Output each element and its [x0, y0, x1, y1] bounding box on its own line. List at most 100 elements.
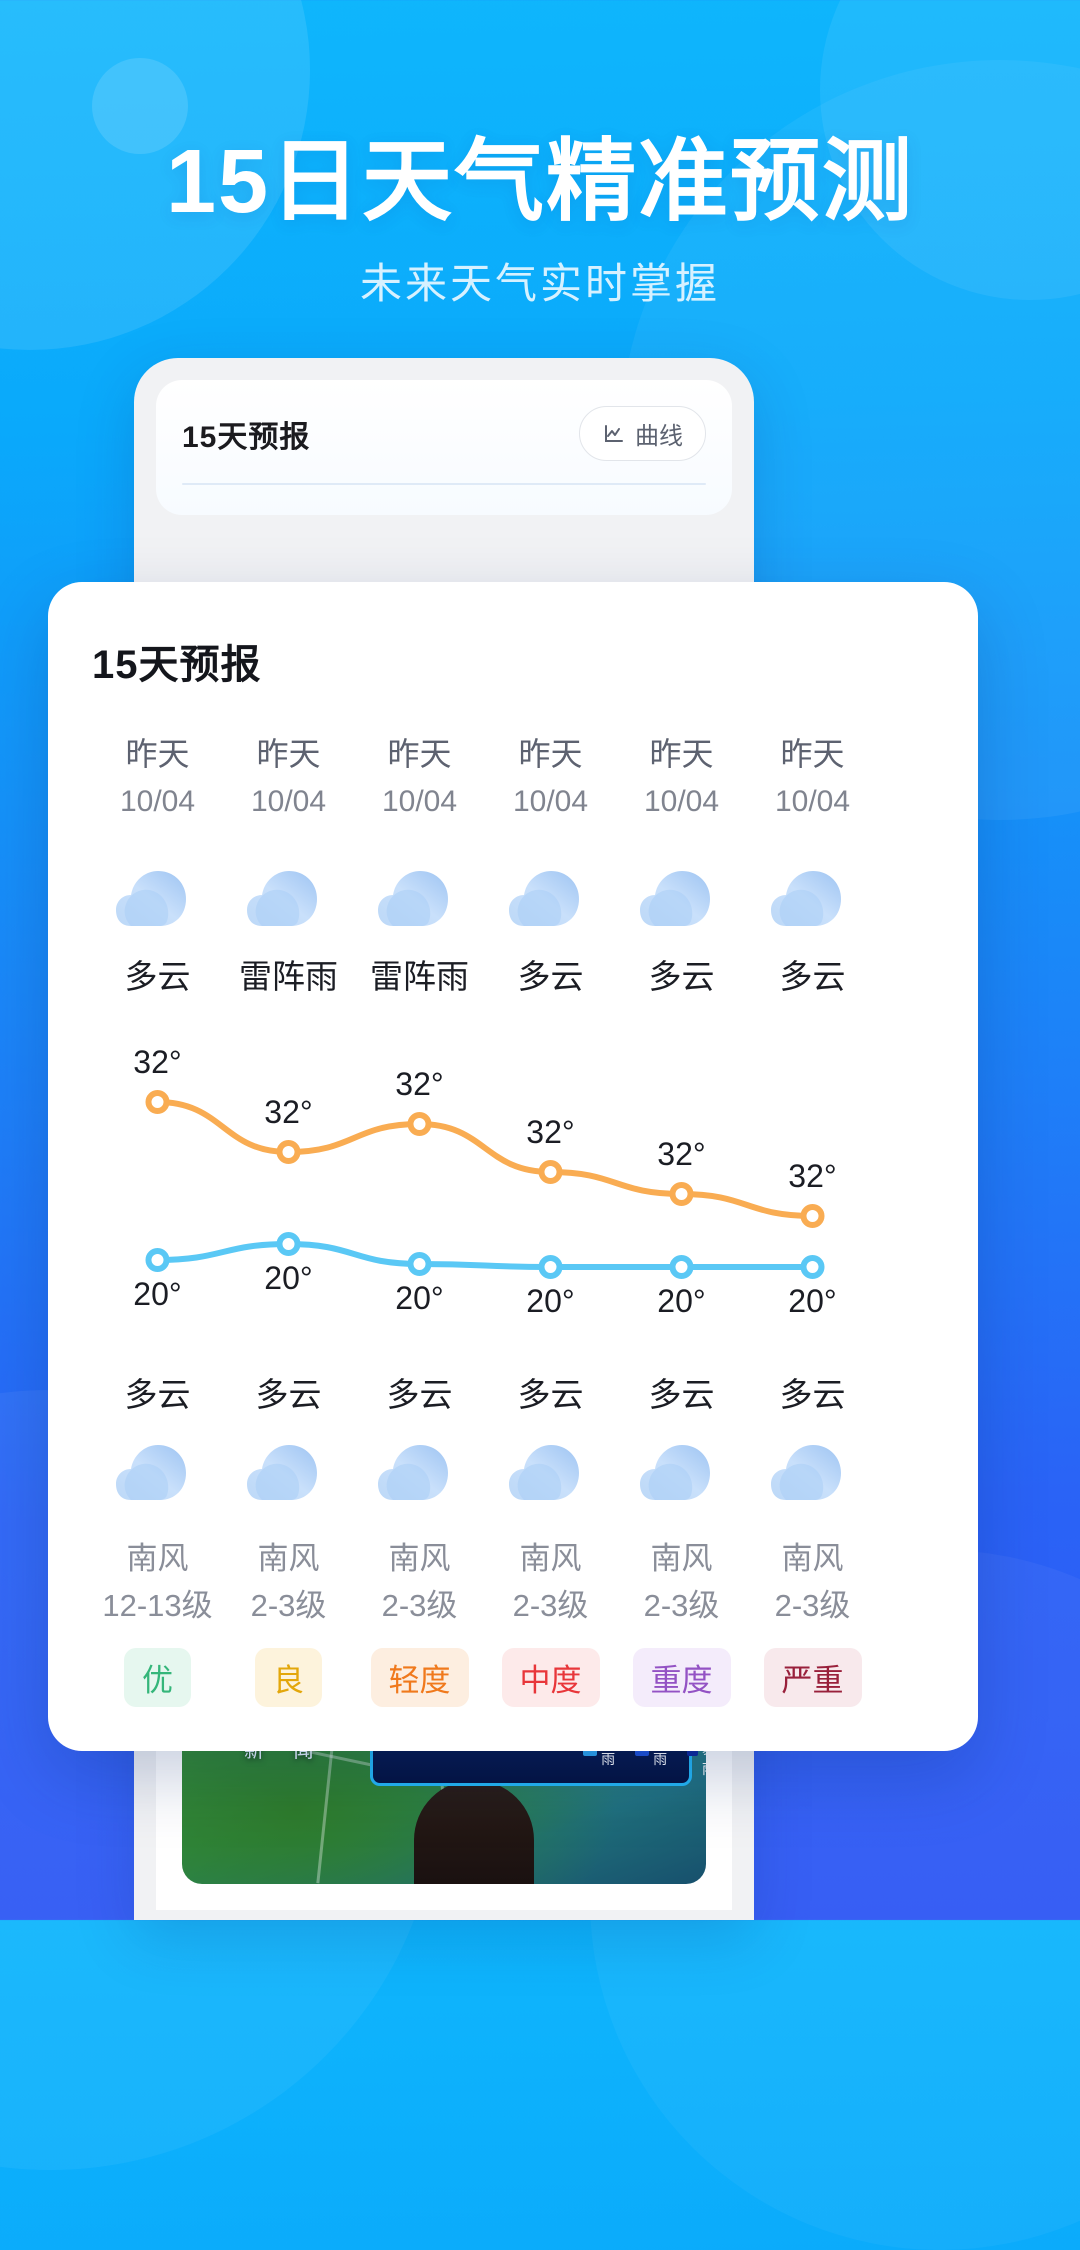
aqi-badge[interactable]: 优: [124, 1647, 191, 1707]
forecast-column-0[interactable]: 昨天 10/04 多云: [92, 734, 223, 998]
thunderstorm-icon-1: [246, 871, 317, 926]
wind-direction-label: 南风: [781, 1541, 844, 1576]
forecast-column-detail-0[interactable]: 多云 南风 12-13级优: [92, 1368, 223, 1707]
forecast-day-label: 昨天: [387, 736, 452, 772]
forecast-header-grid: 昨天 10/04 多云 昨天 10/04 雷阵雨 昨天 10/04 雷阵雨 昨天 10/04 多云 昨天…: [48, 734, 978, 998]
aqi-badge[interactable]: 中度: [501, 1647, 600, 1707]
forecast-column-4[interactable]: 昨天 10/04 多云: [616, 734, 747, 998]
forecast-date-label: 10/04: [774, 785, 851, 818]
partly-cloudy-icon-n5: [770, 1445, 841, 1500]
partly-cloudy-icon-5: [770, 871, 841, 926]
forecast-column-detail-2[interactable]: 多云南风 2-3级轻度: [354, 1368, 485, 1707]
day-condition-label: 多云: [517, 958, 584, 995]
day-condition-label: 雷阵雨: [239, 958, 338, 995]
night-weather-icon-wrap: [223, 1428, 354, 1514]
forecast-column-3[interactable]: 昨天 10/04 多云: [485, 734, 616, 998]
thunderstorm-icon-2: [377, 871, 448, 926]
page-subtitle: 未来天气实时掌握: [359, 259, 720, 307]
forecast-day-label: 昨天: [780, 736, 845, 772]
wind-level-label: 2-3级: [774, 1587, 851, 1623]
hero-section: 15日天气精准预测 未来天气实时掌握: [0, 0, 1080, 311]
high-temp-label: 32°: [788, 1158, 837, 1194]
night-condition-label: 多云: [779, 1376, 846, 1413]
forecast-day-label: 昨天: [518, 736, 583, 772]
partly-cloudy-icon-4: [639, 871, 710, 926]
wind-direction-label: 南风: [257, 1541, 320, 1576]
phone-forecast-card: 15天预报 曲线: [156, 380, 732, 515]
night-condition-label: 多云: [648, 1376, 715, 1413]
low-temp-label: 20°: [264, 1260, 313, 1296]
aqi-badge[interactable]: 重度: [632, 1647, 731, 1707]
day-weather-icon-wrap: [616, 854, 747, 940]
partly-cloudy-icon-0: [115, 871, 186, 926]
day-weather-icon-wrap: [223, 854, 354, 940]
phone-card-title: 15天预报: [182, 420, 311, 454]
aqi-badge[interactable]: 轻度: [370, 1647, 469, 1707]
low-temp-label: 20°: [526, 1283, 575, 1319]
night-weather-icon-wrap: [747, 1428, 878, 1514]
forecast-day-label: 昨天: [125, 736, 190, 772]
high-temp-label: 32°: [133, 1044, 182, 1080]
forecast-column-detail-3[interactable]: 多云南风 2-3级中度: [485, 1368, 616, 1707]
partly-cloudy-icon-n2: [377, 1445, 448, 1500]
partly-cloudy-icon-n1: [246, 1445, 317, 1500]
news-anchor-figure: [414, 1780, 534, 1884]
forecast-card-title: 15天预报: [92, 643, 262, 687]
low-temp-label: 20°: [657, 1283, 706, 1319]
partly-cloudy-icon-n0: [115, 1445, 186, 1500]
forecast-detail-card: 15天预报 昨天 10/04 多云 昨天 10/04 雷阵雨 昨天 10/04 雷阵雨 昨天 10/…: [48, 582, 978, 1751]
phone-card-divider: [182, 483, 706, 485]
curve-toggle-button[interactable]: 曲线: [579, 406, 706, 461]
wind-level-label: 12-13级: [102, 1587, 213, 1623]
forecast-column-2[interactable]: 昨天 10/04 雷阵雨: [354, 734, 485, 998]
high-temp-label: 32°: [657, 1136, 706, 1172]
night-condition-label: 多云: [124, 1376, 191, 1413]
forecast-day-label: 昨天: [256, 736, 321, 772]
forecast-date-label: 10/04: [512, 785, 589, 818]
day-condition-label: 雷阵雨: [370, 958, 469, 995]
day-weather-icon-wrap: [485, 854, 616, 940]
day-condition-label: 多云: [779, 958, 846, 995]
wind-level-label: 2-3级: [250, 1587, 327, 1623]
wind-direction-label: 南风: [519, 1541, 582, 1576]
high-temp-label: 32°: [264, 1094, 313, 1130]
forecast-column-detail-1[interactable]: 多云南风 2-3级良: [223, 1368, 354, 1707]
night-weather-icon-wrap: [616, 1428, 747, 1514]
day-condition-label: 多云: [648, 958, 715, 995]
forecast-date-label: 10/04: [250, 785, 327, 818]
day-weather-icon-wrap: [354, 854, 485, 940]
forecast-date-label: 10/04: [643, 785, 720, 818]
forecast-column-detail-5[interactable]: 多云南风 2-3级严重: [747, 1368, 878, 1707]
wind-level-label: 2-3级: [512, 1587, 589, 1623]
day-condition-label: 多云: [124, 958, 191, 995]
low-temp-label: 20°: [133, 1276, 182, 1312]
forecast-column-detail-4[interactable]: 多云南风 2-3级重度: [616, 1368, 747, 1707]
temperature-chart: 32° 32° 32° 32° 32° 32° 20° 20° 20° 20° 20° 20°: [48, 1024, 978, 1324]
aqi-badge[interactable]: 良: [255, 1647, 322, 1707]
night-weather-icon-wrap: [92, 1428, 223, 1514]
partly-cloudy-icon-3: [508, 871, 579, 926]
wind-level-label: 2-3级: [381, 1587, 458, 1623]
wind-direction-label: 南风: [650, 1541, 713, 1576]
aqi-badge[interactable]: 严重: [763, 1647, 862, 1707]
forecast-column-5[interactable]: 昨天 10/04 多云: [747, 734, 878, 998]
high-temp-label: 32°: [526, 1114, 575, 1150]
forecast-column-1[interactable]: 昨天 10/04 雷阵雨: [223, 734, 354, 998]
night-condition-label: 多云: [386, 1376, 453, 1413]
wind-level-label: 2-3级: [643, 1587, 720, 1623]
line-chart-icon: [605, 424, 623, 442]
day-weather-icon-wrap: [747, 854, 878, 940]
night-condition-label: 多云: [517, 1376, 584, 1413]
night-condition-label: 多云: [255, 1376, 322, 1413]
high-temp-label: 32°: [395, 1066, 444, 1102]
forecast-footer-grid: 多云南风 12-13级优 多云南风 2-3级良 多云南风 2-3级轻度 多云南风 2-3级中度…: [48, 1368, 978, 1707]
night-weather-icon-wrap: [354, 1428, 485, 1514]
phone-card-header: 15天预报 曲线: [182, 406, 706, 461]
wind-direction-label: 南风: [388, 1541, 451, 1576]
partly-cloudy-icon-n4: [639, 1445, 710, 1500]
day-weather-icon-wrap: [92, 854, 223, 940]
low-temp-label: 20°: [788, 1283, 837, 1319]
night-weather-icon-wrap: [485, 1428, 616, 1514]
forecast-day-label: 昨天: [649, 736, 714, 772]
page-title: 15日天气精准预测: [165, 132, 915, 232]
